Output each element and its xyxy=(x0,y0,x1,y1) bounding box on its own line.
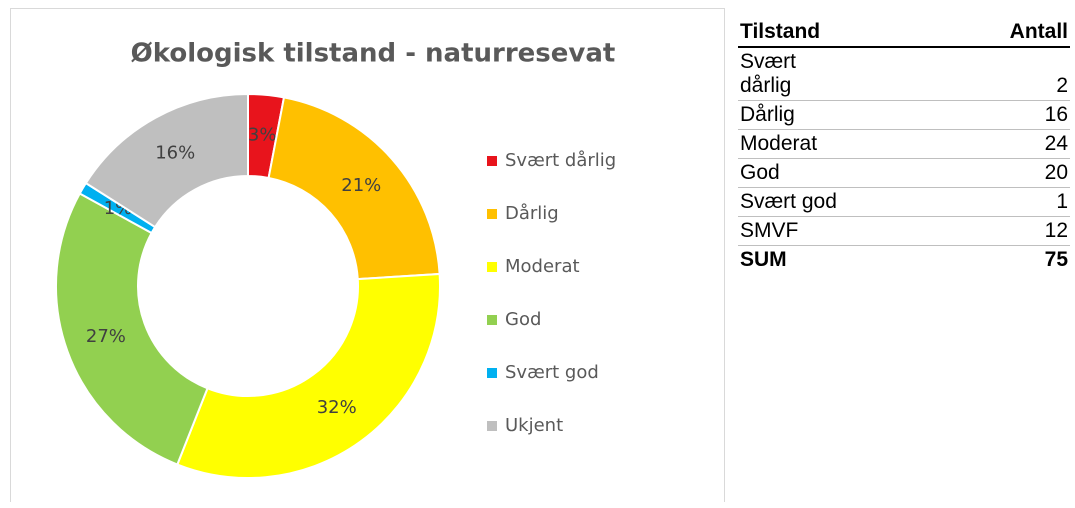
header-cell: Tilstand xyxy=(738,18,850,48)
data-label: 21% xyxy=(341,175,381,196)
header-row: Tilstand Antall xyxy=(738,18,1070,48)
donut-slice xyxy=(267,96,441,281)
chart-title: Økologisk tilstand - naturresevat xyxy=(131,39,616,69)
table-row: Dårlig 16 xyxy=(738,100,1070,130)
legend-swatch xyxy=(487,315,497,325)
data-label: 16% xyxy=(155,143,195,164)
table-cell: Moderat xyxy=(738,129,850,159)
table-cell: Dårlig xyxy=(738,100,850,130)
legend-label: Moderat xyxy=(505,256,580,277)
legend-swatch xyxy=(487,368,497,378)
table-cell: 75 xyxy=(1044,248,1068,271)
legend-swatch xyxy=(487,421,497,431)
table-cell: Svært dårlig xyxy=(738,47,850,101)
table-cell: 24 xyxy=(850,129,1070,159)
table-row: SMVF 12 xyxy=(738,216,1070,246)
legend-label: Ukjent xyxy=(505,415,563,436)
table-row: Moderat 24 xyxy=(738,129,1070,159)
legend-swatch xyxy=(487,262,497,272)
legend-label: Svært god xyxy=(505,362,599,383)
legend-swatch xyxy=(487,156,497,166)
table-cell: 16 xyxy=(850,100,1070,130)
data-label: 3% xyxy=(248,125,277,146)
legend-label: Svært dårlig xyxy=(505,150,616,171)
table-cell: 1 xyxy=(850,187,1070,217)
table-cell: SUM xyxy=(740,248,787,271)
legend-swatch xyxy=(487,209,497,219)
table-row: God 20 xyxy=(738,158,1070,188)
table-cell: 12 xyxy=(850,216,1070,246)
donut-slice xyxy=(176,272,441,479)
legend-label: Dårlig xyxy=(505,203,559,224)
data-label: 32% xyxy=(317,397,357,418)
donut-slice xyxy=(55,192,209,466)
table-row: SUM 75 xyxy=(738,246,1070,275)
table-cell: 20 xyxy=(850,158,1070,188)
legend-label: God xyxy=(505,309,541,330)
table-row: Svært god 1 xyxy=(738,187,1070,217)
table-row: Svært dårlig 2 xyxy=(738,47,1070,101)
donut-slice xyxy=(84,92,249,229)
chart-area: Økologisk tilstand - naturresevat 3% 21% 3… xyxy=(10,8,725,502)
table-cell: Svært god xyxy=(738,187,850,217)
table-cell: 2 xyxy=(850,47,1070,101)
table: Tilstand Antall Svært dårlig 2 Dårlig 16 Mod… xyxy=(738,18,1070,274)
table-cell: God xyxy=(738,158,850,188)
table-cell: SMVF xyxy=(738,216,850,246)
data-label: 27% xyxy=(86,326,126,347)
header-cell: Antall xyxy=(850,18,1070,48)
chart: Økologisk tilstand - naturresevat 3% 21% 3… xyxy=(55,39,616,479)
